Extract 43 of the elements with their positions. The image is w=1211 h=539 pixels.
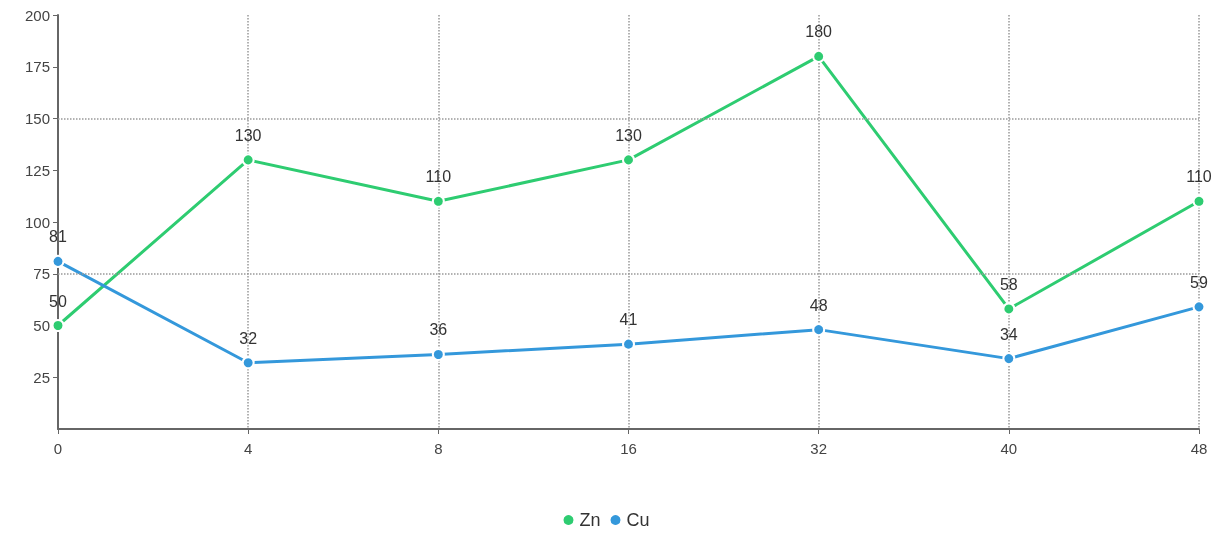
point [431,347,445,361]
point [51,254,65,268]
y-tick-label: 100 [24,213,50,231]
point [622,337,635,351]
legend-label: Zn [579,510,601,530]
data-label: 36 [429,321,448,339]
data-label: 130 [234,126,262,144]
point [431,194,445,208]
data-label: 48 [809,296,828,314]
x-tick-label: 48 [1190,440,1208,457]
point [51,319,65,332]
y-tick-label: 200 [24,6,50,24]
x-tick-label: 4 [243,440,253,457]
point [241,356,255,370]
data-label: 180 [805,23,833,41]
y-tick-label: 125 [24,161,50,179]
x-tick-label: 32 [810,440,828,457]
data-label: 41 [619,311,638,329]
x-tick-label: 0 [53,440,63,457]
y-tick-label: 150 [24,110,50,127]
data-label: 110 [425,168,452,186]
data-label: 34 [999,325,1018,343]
data-label: 58 [999,275,1018,293]
data-label: 110 [1186,168,1211,186]
data-label: 59 [1190,273,1208,291]
legend-label: Cu [626,510,650,530]
point [241,153,255,167]
x-tick-label: 16 [620,440,637,457]
x-tick-label: 8 [434,440,443,457]
point [1002,302,1016,316]
data-label: 32 [239,329,258,347]
point [1002,352,1016,366]
y-tick-label: 175 [24,58,50,76]
y-tick-label: 25 [33,368,50,386]
point [1192,300,1206,314]
y-tick-label: 50 [33,317,50,334]
point [1192,194,1206,208]
data-label: 130 [615,126,642,144]
point [812,49,826,63]
y-tick-label: 75 [33,265,50,283]
point [812,323,826,337]
point [622,153,635,167]
x-tick-label: 40 [1000,440,1018,457]
